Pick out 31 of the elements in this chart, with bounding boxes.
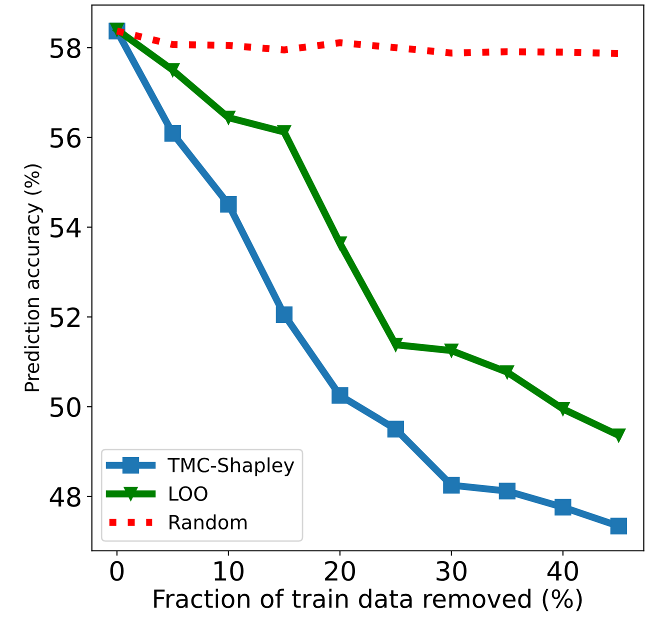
y-tick-label: 54 xyxy=(50,218,81,238)
y-axis-title: Prediction accuracy (%) xyxy=(24,164,44,392)
x-tick-label: 0 xyxy=(110,560,124,581)
legend-label: Random xyxy=(170,514,247,530)
y-tick-label: 52 xyxy=(50,307,80,328)
point xyxy=(500,365,514,380)
x-axis-title: Fraction of train data removed (%) xyxy=(154,588,582,612)
point xyxy=(554,498,572,516)
x-tick-label: 40 xyxy=(547,560,578,581)
point xyxy=(332,387,348,404)
point xyxy=(498,482,516,500)
point xyxy=(610,518,628,534)
point xyxy=(387,420,404,438)
point xyxy=(276,306,293,324)
y-tick-label: 56 xyxy=(50,128,80,148)
legend-label: LOO xyxy=(170,486,208,501)
point xyxy=(164,125,182,142)
point xyxy=(443,476,460,494)
y-tick-label: 50 xyxy=(50,397,80,418)
point xyxy=(333,236,347,250)
point xyxy=(388,338,403,352)
x-tick-label: 20 xyxy=(325,560,355,581)
point xyxy=(612,428,626,442)
x-tick-label: 30 xyxy=(436,560,466,581)
point xyxy=(277,125,292,139)
legend-label: TMC-Shapley xyxy=(168,457,294,476)
point xyxy=(444,344,458,358)
x-tick-label: 10 xyxy=(214,560,244,581)
point xyxy=(220,196,237,213)
y-tick-label: 58 xyxy=(50,38,80,58)
y-tick-label: 48 xyxy=(50,486,80,507)
